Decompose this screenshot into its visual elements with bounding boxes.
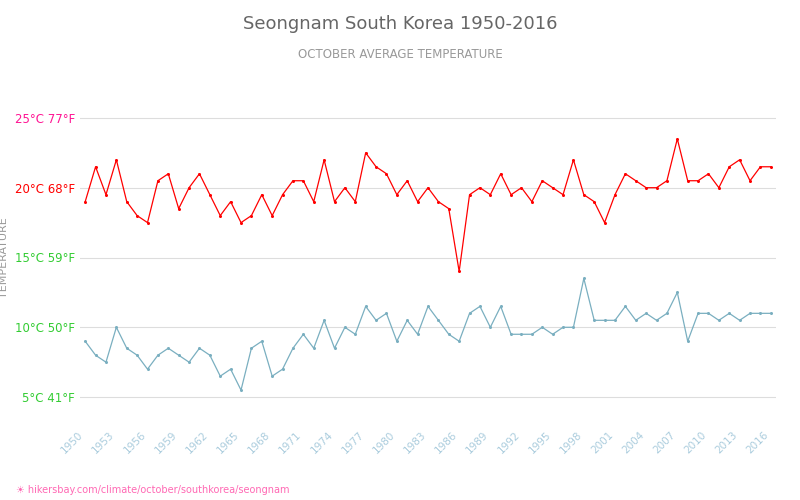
Text: ☀ hikersbay.com/climate/october/southkorea/seongnam: ☀ hikersbay.com/climate/october/southkor…: [16, 485, 290, 495]
Y-axis label: TEMPERATURE: TEMPERATURE: [0, 217, 10, 298]
Text: OCTOBER AVERAGE TEMPERATURE: OCTOBER AVERAGE TEMPERATURE: [298, 48, 502, 60]
Text: Seongnam South Korea 1950-2016: Seongnam South Korea 1950-2016: [242, 15, 558, 33]
